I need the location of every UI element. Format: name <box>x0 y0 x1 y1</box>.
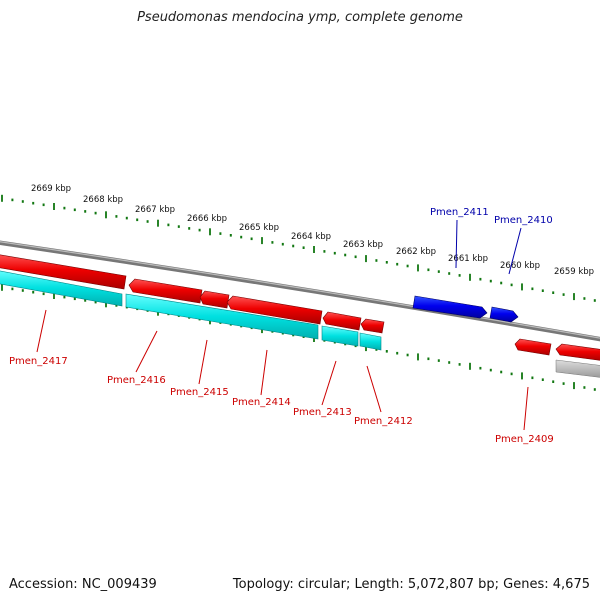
accession-footer: Accession: NC_009439 <box>9 577 157 592</box>
scale-label: 2666 kbp <box>187 214 227 224</box>
scale-label: 2665 kbp <box>239 223 279 233</box>
gene-arrow-pmen-2413[interactable] <box>322 311 362 331</box>
gene-label-pmen-2410[interactable]: Pmen_2410 <box>494 215 553 226</box>
gene-label-pmen-2415[interactable]: Pmen_2415 <box>170 387 229 398</box>
rna-band-track <box>0 270 382 351</box>
gene-arrow-pmen-2417[interactable] <box>0 254 127 290</box>
scale-label: 2668 kbp <box>83 195 123 205</box>
gene-grey-band <box>555 359 600 378</box>
accession-value: NC_009439 <box>81 577 157 592</box>
scale-tick-track <box>1 194 596 302</box>
gene-arrow-pmen-2416[interactable] <box>128 278 203 304</box>
gene-arrow-reverse[interactable] <box>555 343 600 361</box>
leader-pmen-2415 <box>198 339 208 385</box>
gene-arrow-pmen-2414[interactable] <box>226 295 323 325</box>
scale-label: 2661 kbp <box>448 254 488 264</box>
accession-label: Accession: <box>9 577 78 592</box>
scale-label: 2659 kbp <box>554 267 594 277</box>
leader-pmen-2417 <box>36 309 47 353</box>
scale-label: 2664 kbp <box>291 232 331 242</box>
leader-pmen-2409 <box>523 386 529 431</box>
label-leaders <box>36 219 529 431</box>
leader-pmen-2413 <box>321 360 337 406</box>
gene-labels: Pmen_2417 Pmen_2416 Pmen_2415 Pmen_2414 … <box>9 207 554 445</box>
leader-pmen-2412 <box>366 365 382 413</box>
scale-label: 2667 kbp <box>135 205 175 215</box>
gene-label-pmen-2412[interactable]: Pmen_2412 <box>354 416 413 427</box>
leader-pmen-2411 <box>455 219 458 269</box>
rna-band[interactable] <box>0 270 123 307</box>
gene-arrow-pmen-2410[interactable] <box>489 306 519 323</box>
rna-band[interactable] <box>359 332 382 351</box>
leader-pmen-2414 <box>260 349 268 396</box>
genome-backbone-highlight <box>0 241 600 339</box>
gene-label-pmen-2411[interactable]: Pmen_2411 <box>430 207 489 218</box>
gene-arrow-pmen-2409[interactable] <box>514 338 552 356</box>
map-title: Pseudomonas mendocina ymp, complete geno… <box>137 10 463 25</box>
forward-gene-track <box>412 295 519 323</box>
scale-label: 2662 kbp <box>396 247 436 257</box>
rna-band[interactable] <box>125 293 319 340</box>
rna-band[interactable] <box>321 325 359 347</box>
gene-label-pmen-2413[interactable]: Pmen_2413 <box>293 407 352 418</box>
reverse-gene-track <box>0 254 600 361</box>
gene-label-pmen-2416[interactable]: Pmen_2416 <box>107 375 166 386</box>
scale-label: 2660 kbp <box>500 261 540 271</box>
gene-label-pmen-2409[interactable]: Pmen_2409 <box>495 434 554 445</box>
gene-label-pmen-2417[interactable]: Pmen_2417 <box>9 356 68 367</box>
genome-backbone <box>0 240 600 342</box>
gene-label-pmen-2414[interactable]: Pmen_2414 <box>232 397 291 408</box>
scale-label: 2669 kbp <box>31 184 71 194</box>
scale-labels: 2669 kbp 2668 kbp 2667 kbp 2666 kbp 2665… <box>31 184 594 277</box>
topology-footer: Topology: circular; Length: 5,072,807 bp… <box>232 577 590 592</box>
scale-label: 2663 kbp <box>343 240 383 250</box>
gene-arrow-pmen-2415[interactable] <box>199 290 230 309</box>
leader-pmen-2410 <box>508 227 522 275</box>
gene-arrow-pmen-2412[interactable] <box>360 318 385 334</box>
gene-arrow-pmen-2411[interactable] <box>412 295 488 319</box>
leader-pmen-2416 <box>135 330 158 373</box>
